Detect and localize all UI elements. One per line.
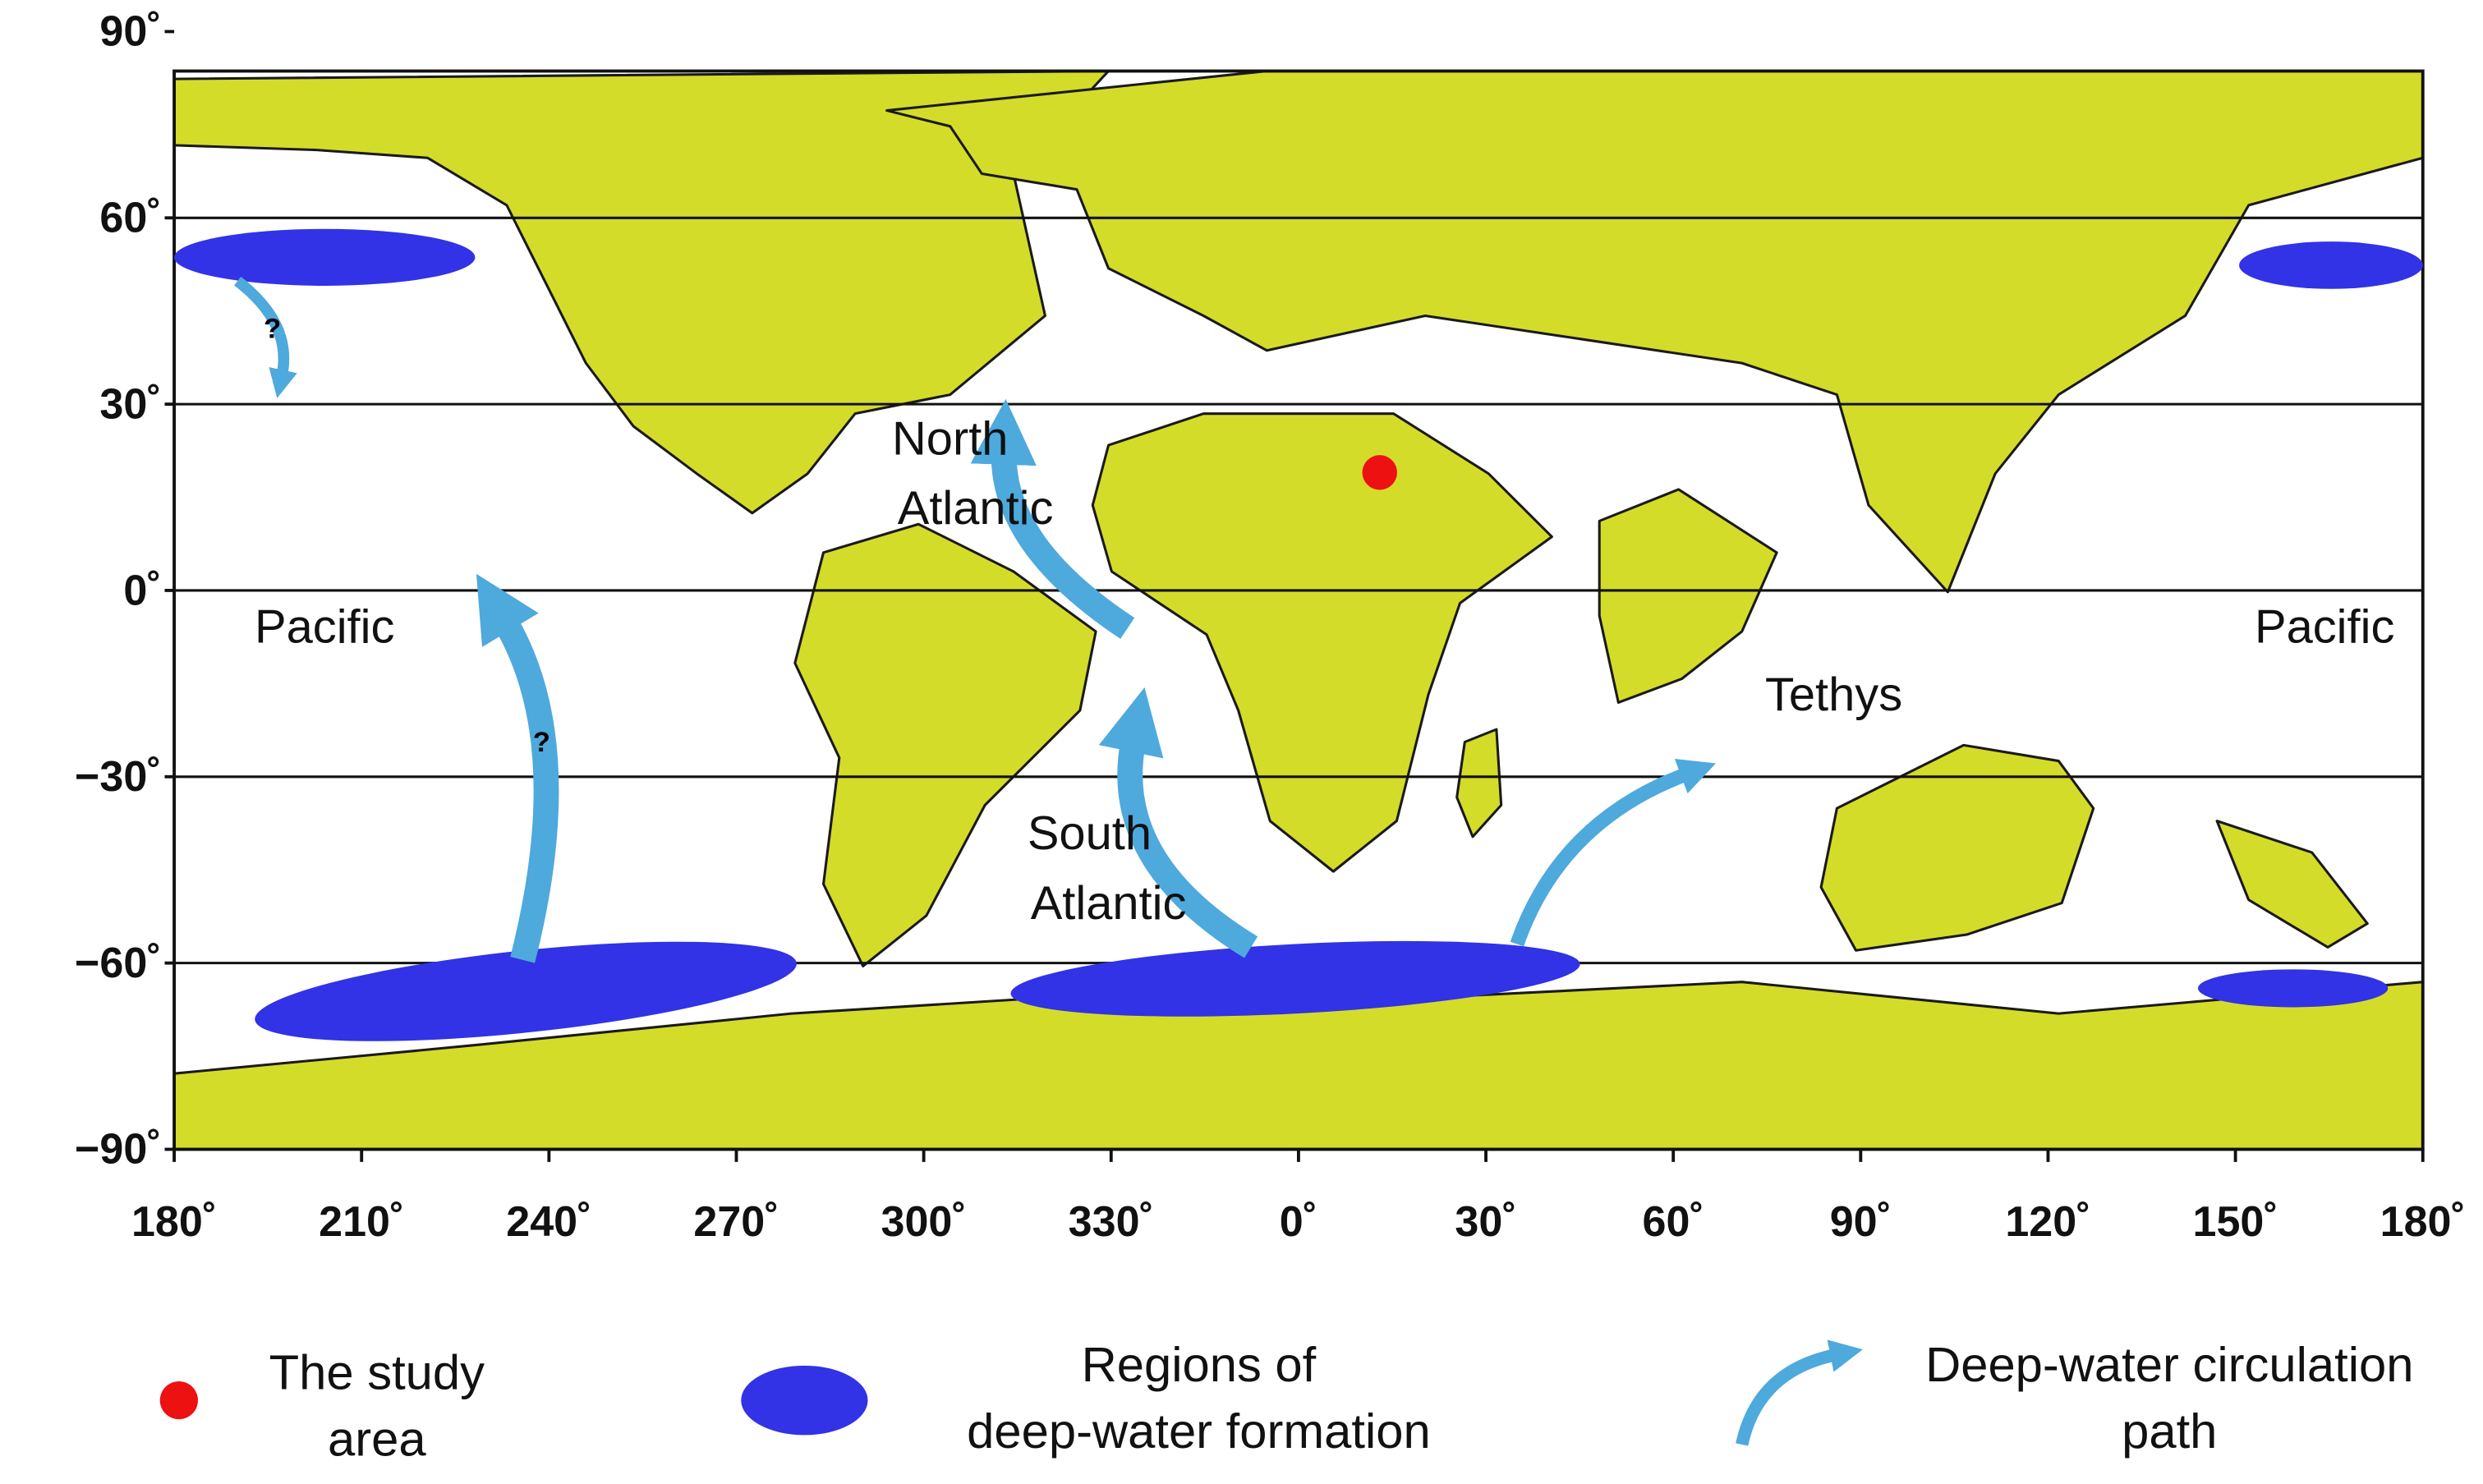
ocean-label: Pacific xyxy=(255,600,394,653)
lat-tick-label: 0˚ xyxy=(123,567,161,614)
ocean-label: Pacific xyxy=(2255,600,2394,653)
ocean-label: Tethys xyxy=(1765,668,1902,721)
south-america xyxy=(793,522,1097,968)
circulation-arrow xyxy=(970,398,1135,639)
question-mark: ? xyxy=(264,313,281,344)
circulation-arrow xyxy=(1510,758,1717,947)
circulation-arrow xyxy=(234,276,297,398)
ocean-label: North xyxy=(892,413,1008,466)
legend-formation-icon xyxy=(741,1365,868,1436)
circulation-arrow xyxy=(1098,687,1258,958)
lat-tick-label: −60˚ xyxy=(75,940,162,987)
ocean-label: Atlantic xyxy=(898,482,1054,535)
lon-tick-label: 30˚ xyxy=(1455,1198,1516,1246)
lon-tick-label: 0˚ xyxy=(1280,1198,1317,1246)
ocean-label: Atlantic xyxy=(1031,877,1187,930)
legend-text: Regions of xyxy=(1082,1337,1317,1392)
north-america xyxy=(172,69,1110,515)
lon-tick-label: 90˚ xyxy=(1830,1198,1892,1246)
india xyxy=(1598,488,1778,704)
circulation-arrow xyxy=(476,573,559,963)
lon-tick-label: 300˚ xyxy=(881,1198,967,1246)
madagascar xyxy=(1455,728,1503,838)
formation-region xyxy=(255,941,797,1041)
lon-tick-label: 60˚ xyxy=(1643,1198,1704,1246)
legend-text: deep-water formation xyxy=(967,1404,1431,1459)
legend: The study area Regions of deep-water for… xyxy=(159,1337,2413,1466)
lon-tick-label: 120˚ xyxy=(2005,1198,2090,1246)
eurasia xyxy=(885,69,2425,594)
lat-tick-label: −90˚ xyxy=(75,1126,162,1174)
lat-tick-label: 30˚ xyxy=(99,380,161,428)
lon-tick-label: 270˚ xyxy=(693,1198,779,1246)
continents xyxy=(172,69,2425,1151)
africa xyxy=(1091,412,1553,873)
legend-text: path xyxy=(2122,1404,2217,1459)
legend-arrow-icon xyxy=(1736,1339,1863,1446)
legend-text: Deep-water circulation xyxy=(1925,1337,2413,1392)
formation-region xyxy=(1010,940,1580,1017)
ocean-label: South xyxy=(1028,807,1152,860)
new-zealand xyxy=(2215,820,2369,949)
legend-study-icon xyxy=(159,1381,198,1420)
lat-tick-label: 60˚ xyxy=(99,195,161,242)
lat-tick-label: −30˚ xyxy=(75,753,162,801)
lat-tick-label: 90˚ xyxy=(99,8,161,56)
lon-tick-label: 180˚ xyxy=(131,1198,217,1246)
lon-tick-label: 210˚ xyxy=(319,1198,404,1246)
lon-tick-label: 330˚ xyxy=(1069,1198,1154,1246)
study-area xyxy=(1362,455,1397,490)
lon-tick-label: 240˚ xyxy=(506,1198,591,1246)
formation-region xyxy=(2239,241,2423,289)
lon-tick-label: 150˚ xyxy=(2193,1198,2278,1246)
formation-region xyxy=(2197,969,2389,1008)
formation-region xyxy=(174,228,476,286)
australia xyxy=(1819,743,2095,952)
legend-text: The study xyxy=(269,1345,485,1400)
legend-text: area xyxy=(328,1411,426,1466)
question-mark: ? xyxy=(533,727,550,758)
lon-tick-label: 180˚ xyxy=(2380,1198,2466,1246)
